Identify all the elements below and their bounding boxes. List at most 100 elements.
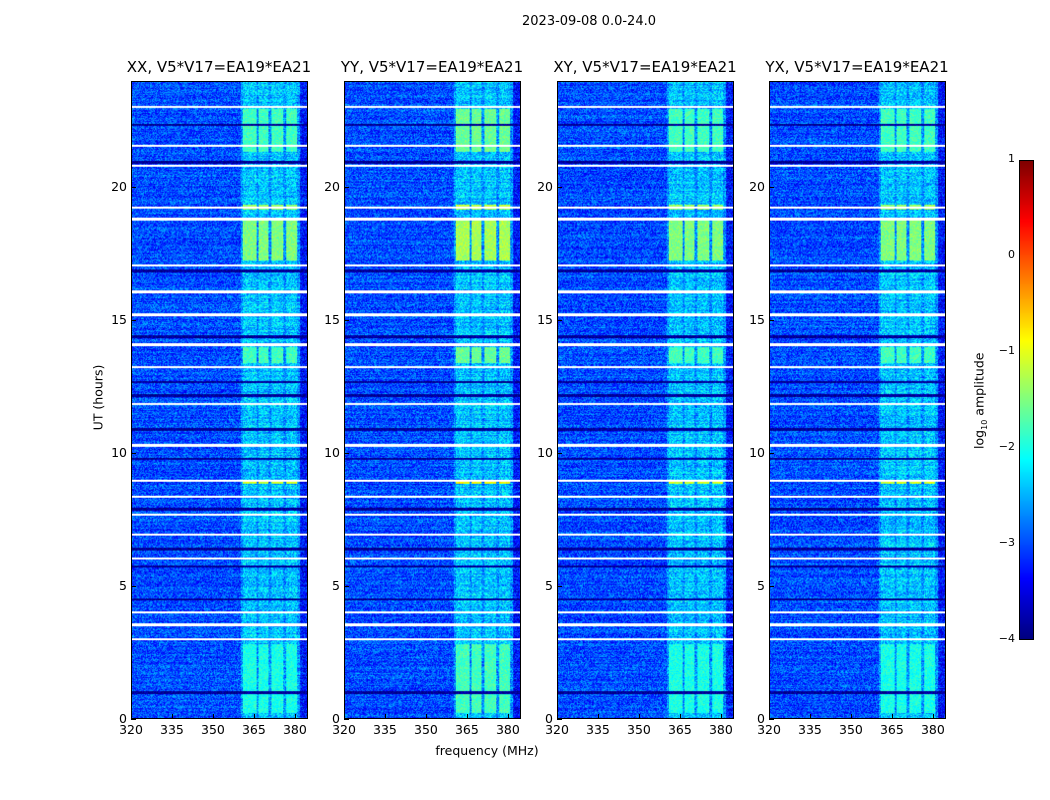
colorbar-tick-label: −1 [998, 344, 1015, 357]
y-tick-mark [769, 453, 774, 455]
y-tick-mark [131, 453, 136, 455]
y-tick-mark [769, 719, 774, 720]
y-tick-mark [131, 586, 136, 588]
y-tick-mark [344, 719, 349, 720]
x-tick-label: 320 [332, 722, 356, 737]
heatmap-image [770, 82, 945, 718]
heatmap-panel [344, 81, 521, 719]
x-tick-label: 350 [627, 722, 651, 737]
colorbar-tick-label: −2 [998, 440, 1015, 453]
y-tick-label: 10 [749, 445, 765, 461]
y-tick-label: 0 [757, 711, 765, 726]
heatmap-image [345, 82, 520, 718]
x-tick-mark [679, 714, 681, 719]
x-tick-label: 365 [879, 722, 904, 737]
y-tick-label: 0 [545, 711, 553, 726]
x-tick-label: 320 [545, 722, 569, 737]
y-tick-mark [557, 586, 562, 588]
y-tick-label: 10 [537, 445, 553, 461]
y-tick-mark [769, 586, 774, 588]
x-tick-mark [597, 714, 599, 719]
colorbar-tick-label: −3 [998, 536, 1015, 549]
y-tick-label: 5 [332, 578, 340, 594]
x-tick-mark [638, 714, 640, 719]
x-tick-label: 320 [119, 722, 143, 737]
x-tick-label: 335 [160, 722, 184, 737]
x-tick-mark [212, 714, 214, 719]
y-tick-mark [557, 719, 562, 720]
x-tick-label: 350 [414, 722, 438, 737]
y-tick-mark [769, 320, 774, 322]
colorbar [1019, 160, 1034, 640]
y-tick-label: 20 [324, 179, 340, 195]
y-tick-mark [557, 320, 562, 322]
y-tick-label: 5 [119, 578, 127, 594]
y-tick-mark [344, 187, 349, 189]
heatmap-image [558, 82, 733, 718]
y-tick-mark [344, 320, 349, 322]
colorbar-tick-label: 0 [1008, 248, 1015, 261]
y-tick-mark [344, 453, 349, 455]
x-tick-mark [720, 714, 722, 719]
y-tick-label: 20 [111, 179, 127, 195]
x-tick-label: 350 [201, 722, 225, 737]
y-tick-label: 15 [537, 312, 553, 328]
heatmap-panel [557, 81, 734, 719]
x-tick-label: 365 [241, 722, 266, 737]
x-tick-mark [253, 714, 255, 719]
y-tick-label: 20 [749, 179, 765, 195]
colorbar-tick-label: 1 [1008, 152, 1015, 165]
panel-title: XX, V5*V17=EA19*EA21 [126, 58, 312, 76]
x-tick-label: 335 [373, 722, 397, 737]
heatmap-image [132, 82, 307, 718]
heatmap-panel [131, 81, 308, 719]
x-tick-mark [809, 714, 811, 719]
x-tick-label: 365 [667, 722, 692, 737]
heatmap-panel [769, 81, 946, 719]
y-tick-mark [557, 187, 562, 189]
x-tick-label: 380 [282, 722, 307, 737]
x-tick-mark [507, 714, 509, 719]
y-tick-mark [769, 187, 774, 189]
x-tick-mark [384, 714, 386, 719]
colorbar-tick-label: −4 [998, 632, 1015, 645]
y-tick-mark [131, 719, 136, 720]
y-tick-mark [131, 320, 136, 322]
y-tick-label: 0 [119, 711, 127, 726]
y-tick-mark [131, 187, 136, 189]
x-tick-mark [131, 714, 132, 719]
x-tick-label: 320 [757, 722, 781, 737]
y-tick-label: 10 [324, 445, 340, 461]
x-tick-mark [769, 714, 770, 719]
x-tick-mark [294, 714, 296, 719]
panel-title: YY, V5*V17=EA19*EA21 [340, 58, 524, 76]
x-tick-mark [850, 714, 852, 719]
x-axis-label: frequency (MHz) [435, 743, 539, 758]
y-tick-label: 0 [332, 711, 340, 726]
x-tick-mark [891, 714, 893, 719]
panel-title: XY, V5*V17=EA19*EA21 [553, 58, 737, 76]
y-tick-label: 15 [111, 312, 127, 328]
x-tick-mark [344, 714, 345, 719]
panel-title: YX, V5*V17=EA19*EA21 [765, 58, 949, 76]
figure-title: 2023-09-08 0.0-24.0 [522, 14, 656, 29]
x-tick-label: 335 [586, 722, 610, 737]
y-tick-label: 15 [324, 312, 340, 328]
y-tick-label: 5 [545, 578, 553, 594]
y-tick-label: 20 [537, 179, 553, 195]
colorbar-label-text: amplitude [971, 352, 987, 416]
y-tick-label: 5 [757, 578, 765, 594]
y-tick-mark [344, 586, 349, 588]
x-tick-mark [557, 714, 558, 719]
x-tick-label: 380 [708, 722, 733, 737]
x-tick-mark [171, 714, 173, 719]
y-tick-mark [557, 453, 562, 455]
x-tick-label: 380 [920, 722, 945, 737]
x-tick-mark [932, 714, 934, 719]
x-tick-label: 350 [839, 722, 863, 737]
x-tick-label: 335 [798, 722, 822, 737]
y-axis-label: UT (hours) [90, 364, 106, 431]
x-tick-mark [466, 714, 468, 719]
x-tick-mark [425, 714, 427, 719]
